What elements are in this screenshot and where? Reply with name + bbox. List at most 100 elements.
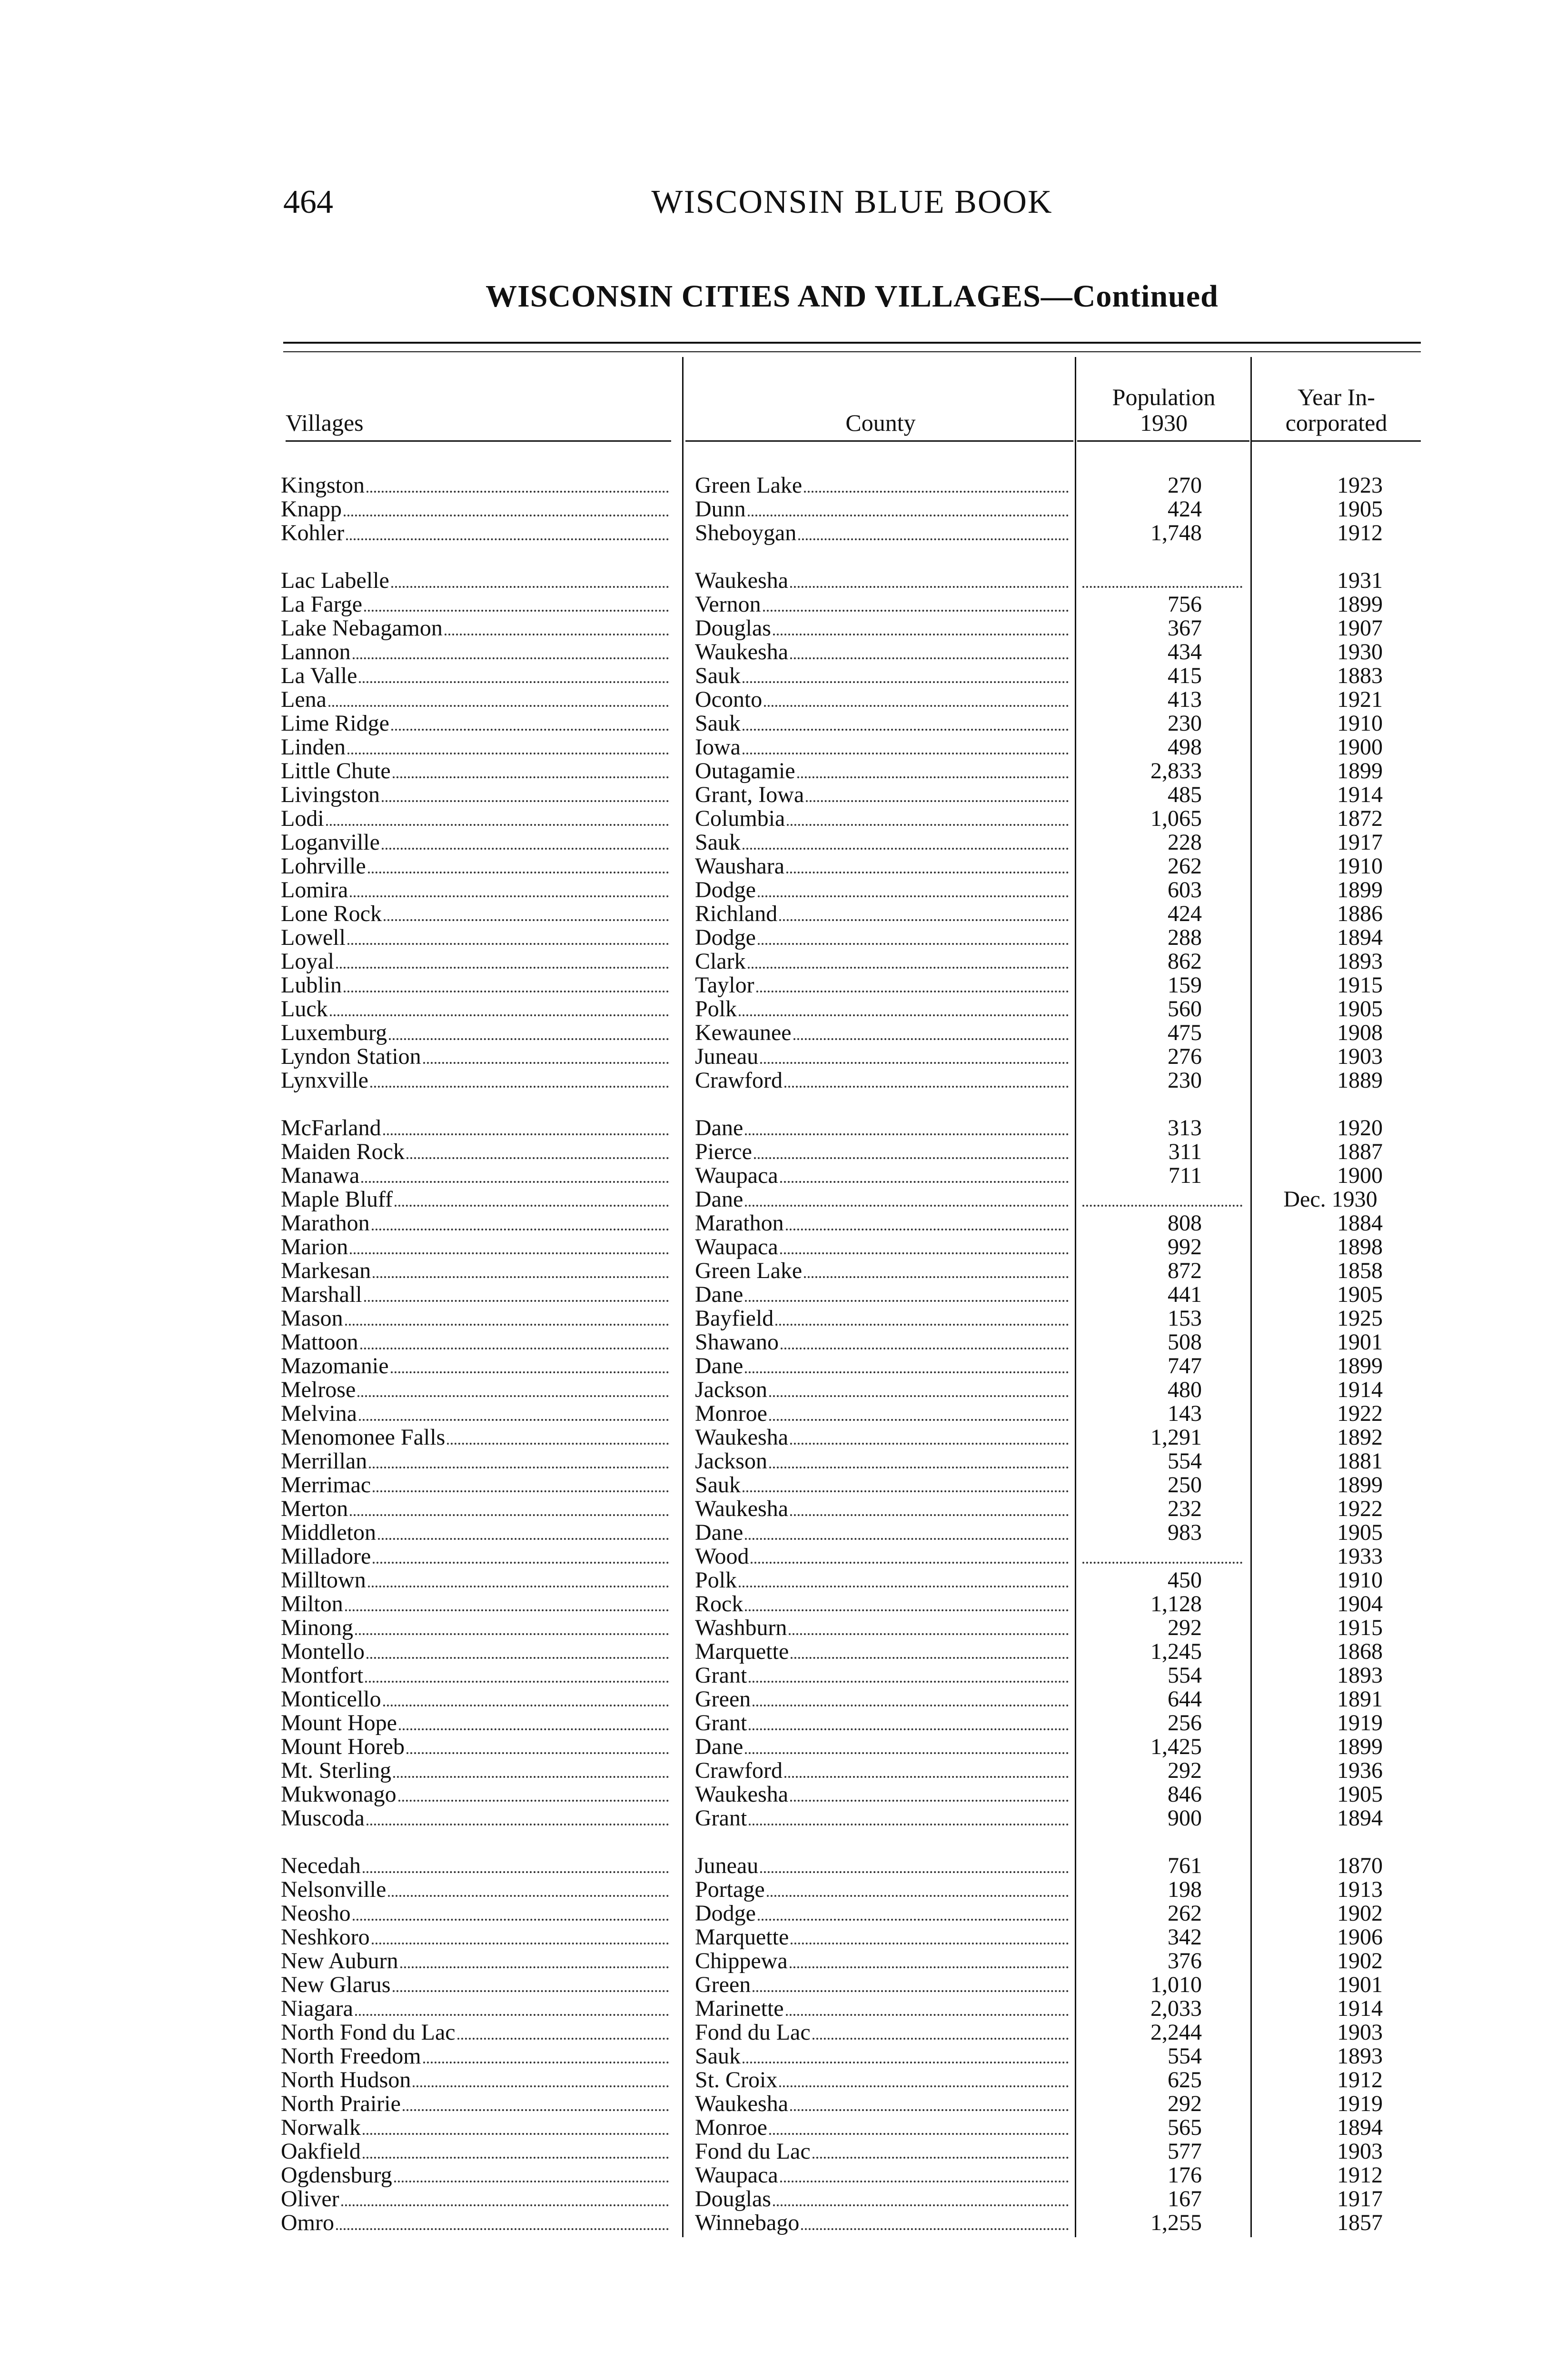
table-row: Lone Rock Richland 424 1886 [0, 902, 1546, 926]
year-cell: 1905 [1254, 1783, 1383, 1806]
population-value: 2,244 [1150, 2021, 1202, 2044]
dot-leader [347, 735, 669, 754]
county-name: Grant, Iowa [695, 783, 804, 807]
top-rule-thin [283, 351, 1421, 352]
year-cell: 1905 [1254, 497, 1383, 521]
year-value: 1920 [1337, 1116, 1383, 1140]
table-row: Lac Labelle Waukesha 1931 [0, 569, 1546, 593]
village-cell: Marshall [281, 1283, 669, 1307]
village-cell: Lone Rock [281, 902, 669, 926]
population-value: 367 [1168, 616, 1202, 640]
year-cell: 1915 [1254, 973, 1383, 997]
dot-leader [373, 1473, 669, 1492]
population-value: 625 [1168, 2068, 1202, 2092]
table-row: Mattoon Shawano 508 1901 [0, 1330, 1546, 1354]
dot-leader [362, 2116, 669, 2135]
village-name: Nelsonville [281, 1878, 386, 1902]
village-cell: Mt. Sterling [281, 1759, 669, 1783]
dot-leader [753, 1140, 1069, 1159]
county-name: Fond du Lac [695, 2021, 811, 2044]
year-value: 1901 [1337, 1973, 1383, 1997]
village-name: New Auburn [281, 1949, 398, 1973]
dot-leader [371, 1211, 669, 1230]
table-row: Merrimac Sauk 250 1899 [0, 1473, 1546, 1497]
village-cell: Lublin [281, 973, 669, 997]
county-cell: Polk [695, 997, 1069, 1021]
population-value: 311 [1168, 1140, 1202, 1164]
village-name: Neshkoro [281, 1925, 370, 1949]
population-value: 276 [1168, 1045, 1202, 1069]
dot-leader [769, 1449, 1069, 1468]
year-cell: 1868 [1254, 1640, 1383, 1664]
county-name: Waukesha [695, 640, 789, 664]
dot-leader [391, 569, 669, 588]
village-cell: Merrillan [281, 1449, 669, 1473]
population-cell: 424 [1080, 902, 1202, 926]
year-value: 1899 [1337, 759, 1383, 783]
year-value: 1899 [1337, 1473, 1383, 1497]
population-value: 560 [1168, 997, 1202, 1021]
table-row: Maple Bluff Dane Dec. 1930 [0, 1188, 1546, 1211]
year-cell: 1910 [1254, 712, 1383, 735]
county-name: Clark [695, 950, 746, 973]
dot-leader [398, 1783, 669, 1802]
dot-leader [392, 1973, 669, 1992]
village-name: Merton [281, 1497, 348, 1521]
village-cell: Livingston [281, 783, 669, 807]
table-row: Lublin Taylor 159 1915 [0, 973, 1546, 997]
dot-leader [763, 593, 1069, 612]
population-cell: 554 [1080, 2044, 1202, 2068]
header-line: Population [1112, 384, 1216, 410]
village-cell: Linden [281, 735, 669, 759]
table-row: Marathon Marathon 808 1884 [0, 1211, 1546, 1235]
county-name: Waukesha [695, 1497, 789, 1521]
year-cell: 1922 [1254, 1497, 1383, 1521]
population-cell: 554 [1080, 1449, 1202, 1473]
year-cell: 1912 [1254, 2068, 1383, 2092]
village-name: Lynxville [281, 1069, 368, 1092]
village-cell: Montello [281, 1640, 669, 1664]
population-cell: 441 [1080, 1283, 1202, 1307]
book-title: WISCONSIN BLUE BOOK [651, 184, 1053, 220]
county-cell: Jackson [695, 1449, 1069, 1473]
dot-leader [352, 640, 669, 659]
population-cell: 313 [1080, 1116, 1202, 1140]
county-cell: Grant, Iowa [695, 783, 1069, 807]
county-cell: Grant [695, 1664, 1069, 1687]
population-value: 424 [1168, 902, 1202, 926]
county-cell: Portage [695, 1878, 1069, 1902]
village-name: Marathon [281, 1211, 370, 1235]
year-cell: 1910 [1254, 1568, 1383, 1592]
population-value: 1,748 [1150, 521, 1202, 545]
dot-leader [358, 1402, 669, 1421]
table-row: Livingston Grant, Iowa 485 1914 [0, 783, 1546, 807]
county-name: Vernon [695, 593, 761, 616]
dot-leader [367, 1568, 669, 1587]
year-cell: 1886 [1254, 902, 1383, 926]
county-cell: Shawano [695, 1330, 1069, 1354]
county-name: Grant [695, 1711, 747, 1735]
dot-leader [373, 1545, 669, 1564]
county-name: Monroe [695, 1402, 767, 1426]
table-row: Montfort Grant 554 1893 [0, 1664, 1546, 1687]
county-name: Jackson [695, 1449, 767, 1473]
year-value: 1899 [1337, 1735, 1383, 1759]
population-value: 1,128 [1150, 1592, 1202, 1616]
dot-leader [355, 1997, 669, 2016]
row-group: Necedah Juneau 761 1870 Nelsonville Portage 19… [0, 1854, 1546, 2235]
population-value: 450 [1168, 1568, 1202, 1592]
table-row: New Auburn Chippewa 376 1902 [0, 1949, 1546, 1973]
village-name: North Fond du Lac [281, 2021, 456, 2044]
county-cell: Marquette [695, 1640, 1069, 1664]
year-cell: 1913 [1254, 1878, 1383, 1902]
village-cell: Muscoda [281, 1806, 669, 1830]
population-value: 565 [1168, 2116, 1202, 2140]
population-value: 1,245 [1150, 1640, 1202, 1664]
table-row: Middleton Dane 983 1905 [0, 1521, 1546, 1545]
table-row: La Valle Sauk 415 1883 [0, 664, 1546, 688]
population-value: 808 [1168, 1211, 1202, 1235]
population-cell: 1,065 [1080, 807, 1202, 831]
county-name: Dodge [695, 878, 756, 902]
population-value: 872 [1168, 1259, 1202, 1283]
population-value: 250 [1168, 1473, 1202, 1497]
